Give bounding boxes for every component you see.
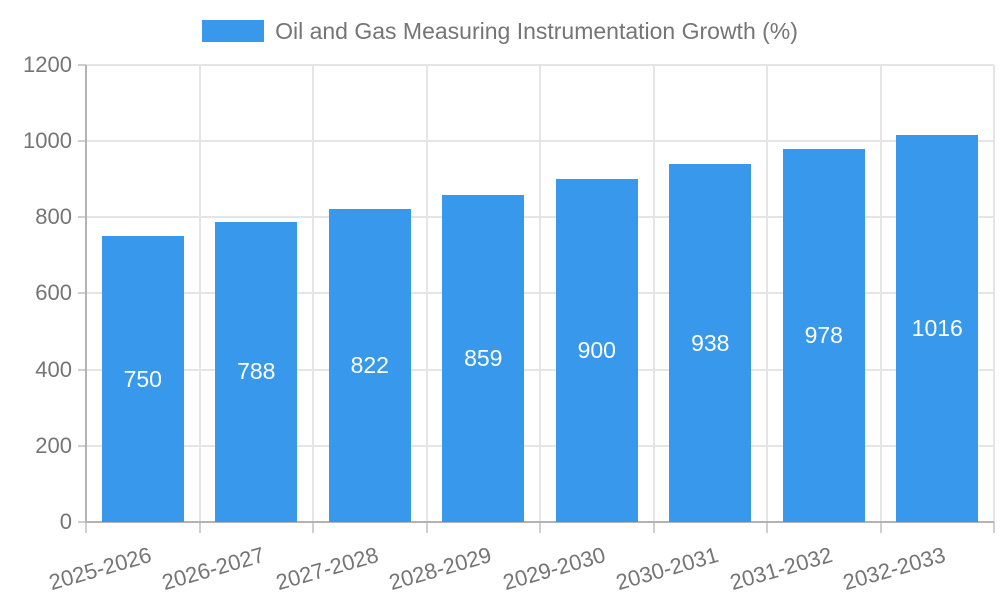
x-axis-tick [652,522,655,533]
gridline-vertical [425,64,428,522]
x-axis-tick [85,522,87,533]
bar[interactable]: 978 [782,149,865,522]
x-axis-category-label: 2030-2031 [613,542,722,596]
y-axis-tick-label: 800 [35,204,72,229]
bar-value-label: 900 [577,336,616,363]
gridline-vertical [539,64,541,522]
y-axis-tick [78,521,86,523]
gridline-vertical [879,64,882,522]
bar[interactable]: 822 [328,208,411,522]
y-axis-tick [78,292,86,295]
x-axis-category-label: 2029-2030 [499,542,608,596]
x-axis-category-label: 2026-2027 [159,542,268,596]
y-axis-tick-label: 0 [59,509,72,534]
bar-value-label: 859 [464,344,503,371]
x-axis-category-label: 2031-2032 [726,542,835,596]
bar-value-label: 822 [350,351,389,378]
x-axis-tick [198,522,201,533]
y-axis-tick-label: 200 [35,432,72,458]
legend[interactable]: Oil and Gas Measuring Instrumentation Gr… [0,16,1000,46]
x-axis-category-label: 2025-2026 [45,542,154,596]
bar[interactable]: 788 [215,221,298,522]
y-axis-tick-label: 400 [35,356,72,382]
bar-value-label: 978 [804,322,843,349]
y-axis-tick-label: 1200 [23,51,72,77]
y-axis-tick [78,139,86,142]
gridline-vertical [652,64,655,522]
bar-value-label: 788 [237,358,276,385]
y-axis-tick-label: 1000 [23,127,72,153]
x-axis-tick [539,522,541,533]
gridline-vertical [198,64,201,522]
bar[interactable]: 859 [442,194,525,522]
x-axis-category-label: 2027-2028 [272,542,381,596]
y-axis-tick-label: 600 [35,280,72,306]
y-axis-tick [78,216,86,218]
y-axis-line [85,64,87,522]
gridline-vertical [312,64,314,522]
gridline-vertical [766,64,768,522]
x-axis-category-label: 2028-2029 [386,542,495,596]
x-axis-tick [425,522,428,533]
bar-value-label: 938 [691,329,730,356]
y-axis-tick [78,444,86,447]
bar[interactable]: 938 [669,164,752,522]
bar-value-label: 1016 [911,314,963,341]
x-axis-tick [766,522,768,533]
bar[interactable]: 900 [555,178,638,522]
x-axis-tick [312,522,314,533]
gridline-vertical [993,64,995,522]
bar[interactable]: 750 [101,236,184,522]
legend-label: Oil and Gas Measuring Instrumentation Gr… [275,17,798,44]
legend-swatch-icon [202,20,265,42]
bar[interactable]: 1016 [896,134,979,522]
x-axis-baseline [85,521,994,523]
y-axis-tick [78,368,86,371]
x-axis-tick [879,522,882,533]
y-axis-tick [78,63,86,66]
x-axis-tick [993,522,995,533]
x-axis-category-label: 2032-2033 [840,542,949,596]
bar-value-label: 750 [123,365,162,392]
